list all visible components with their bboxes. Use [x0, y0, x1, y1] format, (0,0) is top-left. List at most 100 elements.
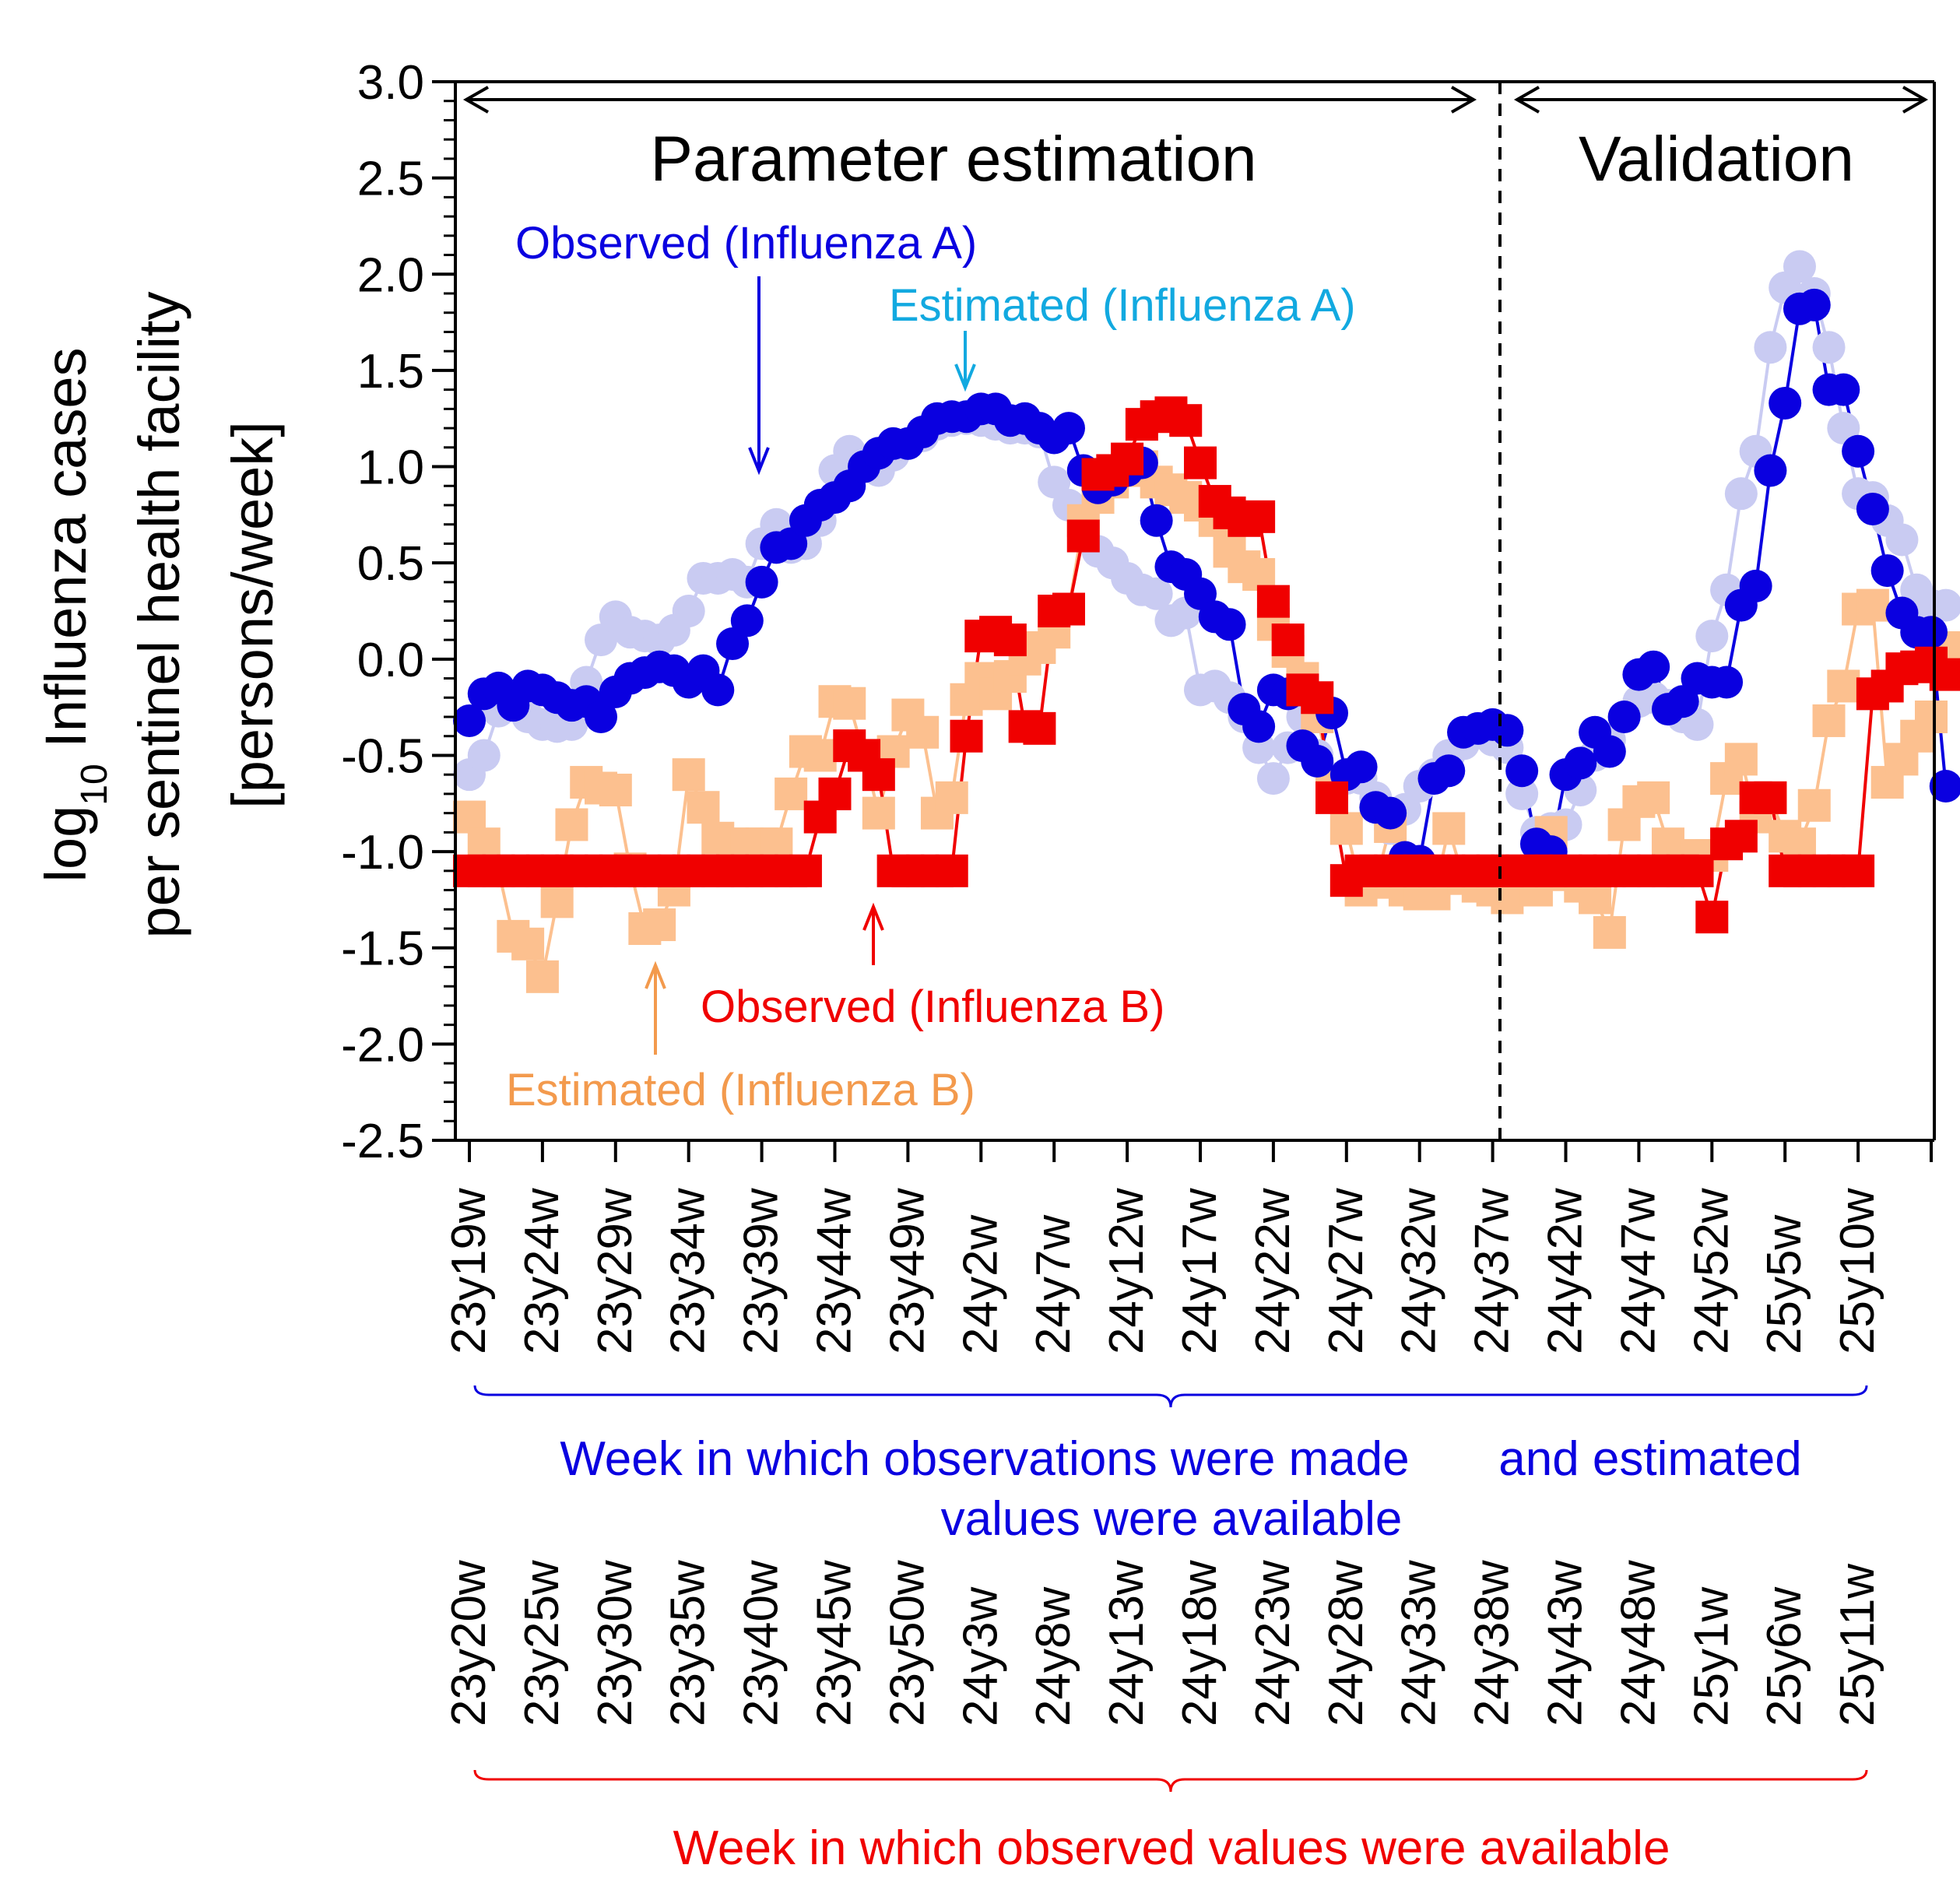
- x-tick-label-next-3: 23y35w: [662, 1560, 715, 1726]
- point-obsB-50: [1184, 446, 1217, 479]
- region-label-right: Validation: [1579, 124, 1854, 195]
- point-obsA-97: [1870, 554, 1904, 588]
- point-estB-92: [1797, 788, 1831, 822]
- point-obsA-86: [1710, 666, 1744, 699]
- point-obsA-79: [1607, 701, 1641, 733]
- brace-blue: [473, 1385, 1868, 1408]
- point-obsA-58: [1301, 744, 1334, 778]
- x-tick-label-obs-8: 24y7w: [1027, 1215, 1080, 1354]
- annotations: Parameter estimation Validation Observed…: [33, 86, 1929, 1875]
- point-obsB-55: [1256, 585, 1290, 618]
- y-tick-label-8: -1.0: [341, 826, 424, 880]
- x-tick-label-obs-17: 24y52w: [1684, 1188, 1738, 1354]
- point-obsB-23: [789, 854, 822, 887]
- point-obsB-28: [862, 758, 895, 792]
- x-tick-label-obs-9: 24y12w: [1100, 1188, 1154, 1354]
- x-tick-label-next-13: 24y33w: [1393, 1560, 1446, 1726]
- x-tick-label-next-10: 24y18w: [1173, 1560, 1227, 1726]
- y-tick-label-1: 2.5: [357, 153, 424, 206]
- x-tick-label-obs-16: 24y47w: [1611, 1188, 1665, 1354]
- bracket1-label-c: values were available: [941, 1492, 1403, 1546]
- x-tick-label-obs-7: 24y2w: [954, 1215, 1007, 1354]
- axes: 3.0 2.5 2.0 1.5 1.0 0.5 0.0 -0.5 -1.0 -1.5 -2.0 -2.…: [341, 56, 1933, 1726]
- x-tick-label-obs-12: 24y27w: [1319, 1188, 1373, 1354]
- point-obsB-58: [1301, 681, 1334, 715]
- point-obsA-96: [1856, 492, 1889, 525]
- x-tick-label-obs-2: 23y29w: [588, 1188, 642, 1354]
- point-obsB-42: [1066, 519, 1100, 553]
- point-obsB-25: [818, 777, 852, 810]
- arrow-observed-a-head: [748, 447, 770, 476]
- x-tick-label-next-12: 24y28w: [1319, 1560, 1373, 1726]
- point-obsB-89: [1754, 781, 1787, 814]
- y-tick-label-4: 1.0: [357, 441, 424, 495]
- x-tick-label-obs-13: 24y32w: [1393, 1188, 1446, 1354]
- arrow-estimated-a-head: [954, 363, 976, 392]
- point-obsA-63: [1374, 796, 1407, 830]
- x-tick-label-next-5: 23y45w: [808, 1560, 862, 1726]
- x-tick-label-obs-14: 24y37w: [1466, 1188, 1519, 1354]
- point-obsA-52: [1213, 608, 1246, 641]
- x-tick-label-next-11: 24y23w: [1246, 1560, 1300, 1726]
- point-obsA-41: [1052, 412, 1085, 445]
- point-obsB-49: [1169, 404, 1203, 437]
- y-tick-label-6: 0.0: [357, 634, 424, 687]
- point-estB-60: [1329, 812, 1363, 845]
- point-obsA-101: [1929, 770, 1960, 803]
- point-obsA-92: [1797, 288, 1831, 321]
- x-tick-label-next-17: 25y1w: [1684, 1587, 1738, 1726]
- point-estA-72: [1505, 777, 1539, 810]
- point-obsA-19: [730, 604, 764, 637]
- point-estB-78: [1593, 915, 1626, 949]
- x-tick-label-next-6: 23y50w: [880, 1560, 934, 1726]
- point-estA-93: [1812, 331, 1846, 364]
- point-estB-96: [1856, 588, 1889, 622]
- point-obsA-20: [745, 565, 778, 599]
- arrow-validation-head-right: [1902, 86, 1929, 114]
- point-estB-26: [833, 687, 866, 720]
- x-tick-label-next-2: 23y30w: [588, 1560, 642, 1726]
- x-tick-label-obs-18: 25y5w: [1758, 1215, 1811, 1354]
- point-obsB-39: [1023, 711, 1056, 745]
- arrow-observed-b-head: [862, 902, 884, 931]
- point-obsA-89: [1754, 454, 1787, 487]
- point-estA-55: [1256, 762, 1290, 795]
- point-estB-10: [599, 773, 632, 806]
- point-estB-67: [1432, 812, 1466, 845]
- x-tick-label-next-1: 23y25w: [515, 1560, 569, 1726]
- point-obsB-59: [1315, 781, 1349, 814]
- point-obsB-56: [1271, 623, 1305, 657]
- point-estA-101: [1929, 588, 1960, 622]
- series-markers: [453, 250, 1960, 993]
- region-label-left: Parameter estimation: [650, 124, 1256, 195]
- x-tick-label-next-14: 24y38w: [1466, 1560, 1519, 1726]
- arrow-validation-head-left: [1513, 86, 1540, 114]
- point-estB-31: [906, 715, 940, 749]
- y-tick-label-3: 1.5: [357, 345, 424, 399]
- series-line-estA: [468, 263, 1946, 834]
- point-estA-47: [1140, 577, 1173, 610]
- point-estB-93: [1812, 704, 1846, 737]
- point-obsA-76: [1564, 746, 1597, 780]
- brace-red: [473, 1769, 1868, 1793]
- arrow-parameter-estimation-head-left: [462, 86, 489, 114]
- point-obsB-37: [993, 623, 1027, 657]
- point-obsA-90: [1769, 386, 1802, 420]
- point-estB-13: [643, 908, 676, 942]
- x-tick-label-next-0: 23y20w: [442, 1560, 496, 1726]
- point-estB-5: [525, 960, 559, 993]
- point-obsA-47: [1140, 504, 1173, 537]
- point-estB-100: [1915, 701, 1948, 733]
- point-obsA-9: [585, 701, 618, 733]
- y-tick-label-9: -1.5: [341, 922, 424, 976]
- point-estB-28: [862, 796, 895, 830]
- point-obsA-0: [453, 704, 486, 737]
- point-obsA-78: [1593, 735, 1626, 768]
- y-tick-label-11: -2.5: [341, 1115, 424, 1168]
- point-estA-1: [467, 739, 501, 772]
- x-tick-label-obs-10: 24y17w: [1173, 1188, 1227, 1354]
- point-obsA-94: [1827, 373, 1860, 406]
- x-tick-label-next-15: 24y43w: [1539, 1560, 1593, 1726]
- point-obsB-34: [950, 719, 983, 753]
